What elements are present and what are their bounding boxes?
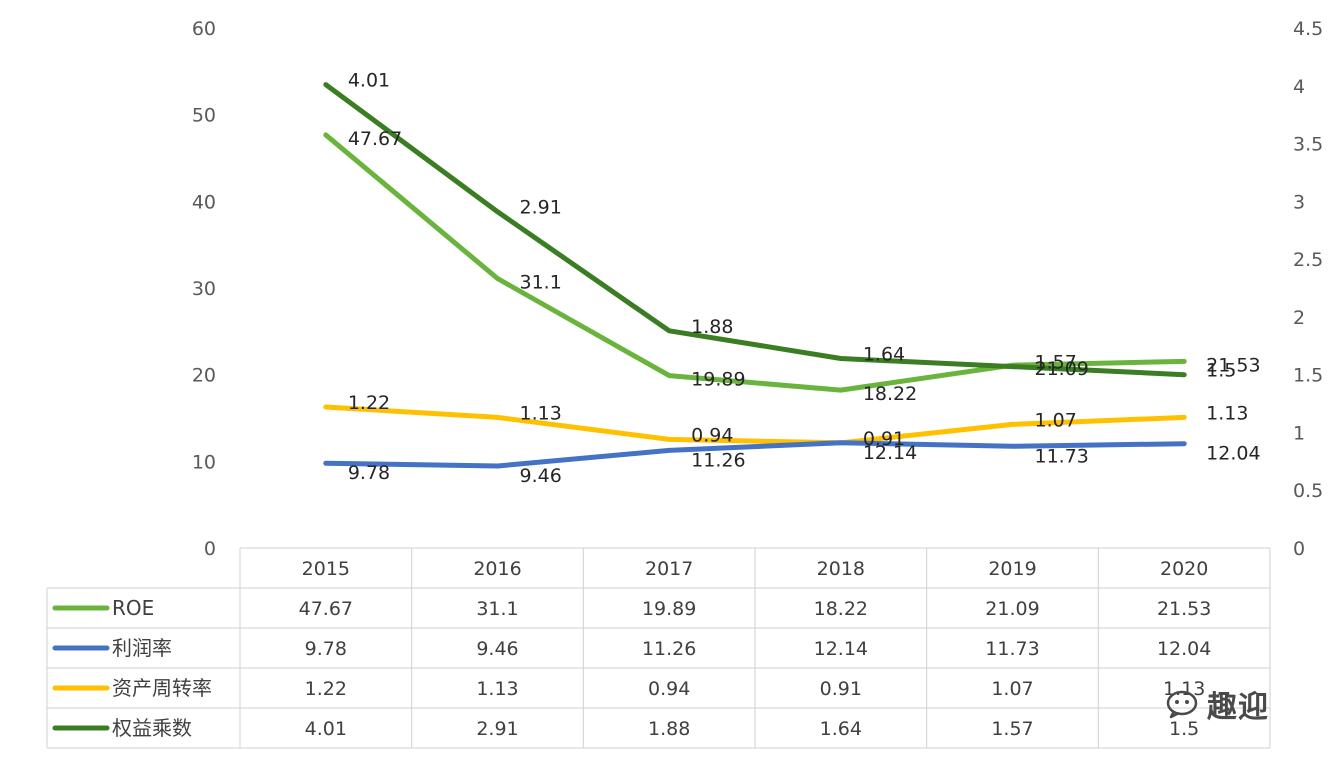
- category-label: 2020: [1160, 558, 1208, 580]
- table-value: 1.07: [991, 678, 1033, 700]
- legend-entry: ROE: [112, 596, 154, 620]
- data-label: 9.46: [520, 465, 562, 487]
- category-label: 2019: [988, 558, 1036, 580]
- table-value: 1.64: [820, 718, 862, 740]
- right-axis-tick-label: 0: [1293, 538, 1305, 560]
- watermark-text: 趣迎: [1207, 690, 1269, 725]
- right-axis-tick-label: 2: [1293, 307, 1305, 329]
- data-label: 0.91: [863, 428, 905, 450]
- data-label: 2.91: [520, 197, 562, 219]
- right-axis-tick-label: 1.5: [1293, 365, 1323, 387]
- left-axis-tick-label: 40: [192, 191, 216, 213]
- data-label: 9.78: [348, 462, 390, 484]
- table-value: 18.22: [814, 598, 868, 620]
- right-axis-tick-label: 3: [1293, 191, 1305, 213]
- data-label: 21.53: [1206, 354, 1260, 376]
- table-value: 1.88: [648, 718, 690, 740]
- series-line: [323, 132, 1187, 393]
- category-label: 2015: [302, 558, 350, 580]
- right-axis-tick-label: 1: [1293, 422, 1305, 444]
- data-label: 0.94: [691, 424, 733, 446]
- table-value: 9.46: [476, 638, 518, 660]
- left-axis-tick-label: 20: [192, 365, 216, 387]
- data-label: 12.04: [1206, 443, 1260, 465]
- table-value: 1.13: [476, 678, 518, 700]
- data-label: 1.22: [348, 392, 390, 414]
- data-label: 1.64: [863, 343, 905, 365]
- data-label: 1.07: [1035, 409, 1077, 431]
- data-label: 31.1: [520, 271, 562, 293]
- table-value: 4.01: [305, 718, 347, 740]
- legend-entry: 权益乘数: [112, 716, 192, 740]
- left-axis-tick-label: 50: [192, 105, 216, 127]
- data-label: 1.88: [691, 316, 733, 338]
- category-label: 2017: [645, 558, 693, 580]
- table-value: 21.09: [985, 598, 1039, 620]
- table-value: 19.89: [642, 598, 696, 620]
- wechat-bubble-icon: [1166, 690, 1198, 719]
- right-axis-tick-label: 3.5: [1293, 134, 1323, 156]
- table-value: 0.91: [820, 678, 862, 700]
- data-label: 12.14: [863, 442, 917, 464]
- table-value: 1.5: [1169, 718, 1199, 740]
- data-label: 4.01: [348, 70, 390, 92]
- data-label: 1.13: [1206, 402, 1248, 424]
- series-line: [323, 404, 1187, 446]
- right-axis-tick-label: 2.5: [1293, 249, 1323, 271]
- right-axis-tick-label: 0.5: [1293, 480, 1323, 502]
- watermark: 趣迎: [1165, 684, 1269, 725]
- data-label: 19.89: [691, 369, 745, 391]
- table-value: 31.1: [476, 598, 518, 620]
- data-label: 1.13: [520, 402, 562, 424]
- table-value: 47.67: [299, 598, 353, 620]
- data-label: 47.67: [348, 128, 402, 150]
- table-value: 11.26: [642, 638, 696, 660]
- left-axis-tick-label: 0: [204, 538, 216, 560]
- table-value: 12.04: [1157, 638, 1211, 660]
- table-value: 11.73: [985, 638, 1039, 660]
- series-line: [323, 440, 1187, 469]
- category-label: 2018: [817, 558, 865, 580]
- legend-entry: 资产周转率: [112, 676, 212, 700]
- right-axis-tick-label: 4.5: [1293, 18, 1323, 40]
- table-value: 2.91: [476, 718, 518, 740]
- data-label: 11.73: [1035, 445, 1089, 467]
- legend-entry: 利润率: [112, 636, 172, 660]
- data-label: 1.57: [1035, 352, 1077, 374]
- data-label: 18.22: [863, 383, 917, 405]
- series-line: [323, 82, 1187, 378]
- left-axis-tick-label: 30: [192, 278, 216, 300]
- right-axis-tick-label: 4: [1293, 76, 1305, 98]
- table-value: 21.53: [1157, 598, 1211, 620]
- table-value: 9.78: [305, 638, 347, 660]
- data-label: 21.09: [1035, 358, 1089, 380]
- category-label: 2016: [473, 558, 521, 580]
- table-value: 12.14: [814, 638, 868, 660]
- left-axis-tick-label: 10: [192, 451, 216, 473]
- table-value: 1.22: [305, 678, 347, 700]
- data-label: 1.5: [1206, 360, 1236, 382]
- data-label: 11.26: [691, 449, 745, 471]
- left-axis-tick-label: 60: [192, 18, 216, 40]
- table-value: 0.94: [648, 678, 690, 700]
- table-value: 1.57: [991, 718, 1033, 740]
